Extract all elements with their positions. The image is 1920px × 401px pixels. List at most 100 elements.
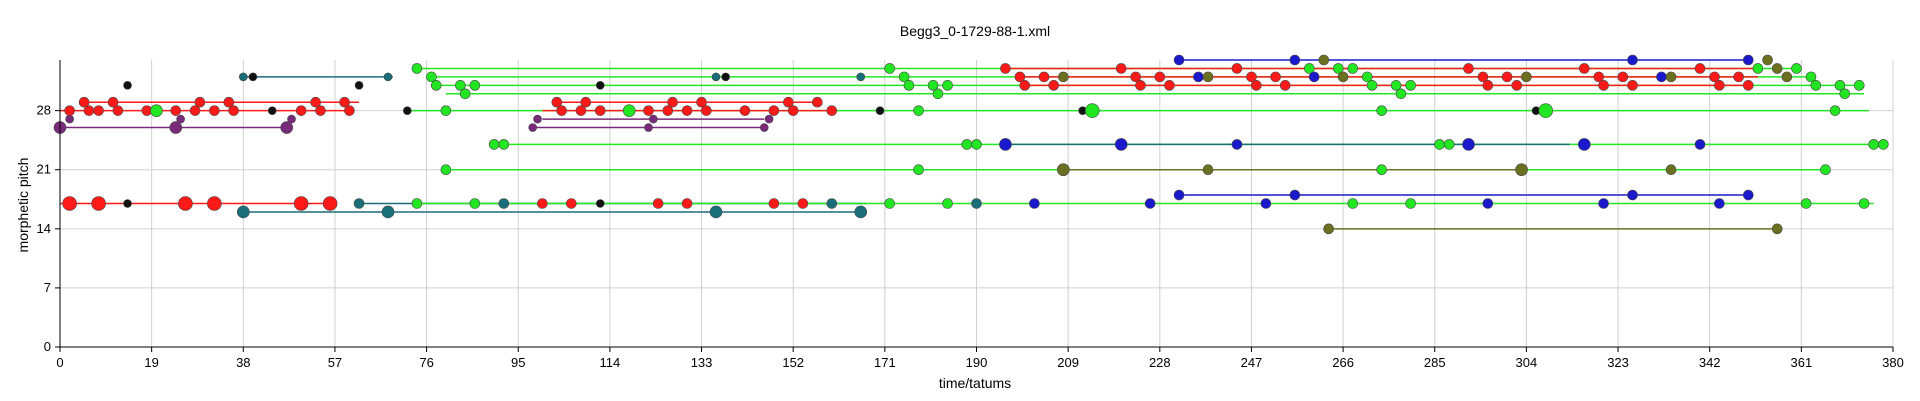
note-point-147	[1019, 80, 1031, 91]
note-point-70	[528, 123, 538, 132]
x-tick-label: 361	[1790, 355, 1812, 370]
note-point-128	[383, 72, 393, 82]
note-point-87	[295, 105, 307, 116]
note-point-196	[1752, 63, 1764, 74]
x-tick-label: 114	[600, 355, 621, 370]
note-point-35	[854, 205, 868, 219]
note-point-164	[1289, 54, 1301, 66]
note-point-132	[455, 80, 466, 91]
note-point-4	[207, 196, 222, 211]
note-point-56	[1231, 139, 1243, 150]
note-point-6	[322, 196, 338, 211]
note-point-185	[1617, 71, 1629, 83]
note-point-94	[594, 105, 606, 116]
chart-title: Begg3_0-1729-88-1.xml	[900, 23, 1050, 39]
y-tick-label: 0	[44, 339, 51, 354]
x-tick-label: 152	[782, 355, 804, 370]
note-point-116	[310, 96, 321, 108]
note-point-84	[209, 105, 220, 116]
note-point-198	[1771, 63, 1783, 74]
note-point-153	[1135, 80, 1146, 91]
note-point-205	[1853, 80, 1865, 91]
note-point-62	[1868, 139, 1880, 150]
note-point-186	[1627, 80, 1638, 91]
note-point-127	[248, 72, 258, 82]
note-point-72	[759, 123, 769, 132]
note-point-16	[768, 198, 780, 209]
note-point-25	[1347, 198, 1359, 209]
note-point-69	[287, 114, 296, 124]
note-point-92	[556, 105, 567, 116]
note-point-67	[65, 114, 74, 124]
note-point-162	[1270, 71, 1281, 83]
note-point-183	[1593, 71, 1605, 83]
note-point-108	[1376, 105, 1387, 116]
note-point-194	[1733, 71, 1744, 83]
note-point-166	[1308, 71, 1320, 83]
note-point-170	[1347, 63, 1359, 74]
note-point-191	[1709, 71, 1720, 83]
note-point-103	[826, 105, 838, 116]
axis-layer: 0 19 38 57 76 95 114 133 152 171 190 209 228 247 266 28…	[37, 60, 1904, 370]
note-point-140	[898, 71, 910, 83]
note-point-75	[764, 114, 774, 124]
note-point-195	[1742, 80, 1754, 91]
note-point-119	[580, 96, 592, 108]
note-point-142	[927, 80, 939, 91]
note-point-104	[875, 106, 885, 115]
note-point-189	[1665, 71, 1677, 83]
note-point-81	[150, 104, 163, 117]
x-tick-label: 228	[1149, 355, 1171, 370]
note-point-31	[1858, 198, 1870, 209]
note-point-155	[1164, 80, 1175, 91]
note-point-112	[78, 96, 90, 108]
y-tick-label: 7	[44, 280, 51, 295]
note-point-42	[440, 164, 452, 176]
x-tick-label: 57	[328, 355, 342, 370]
note-point-15	[681, 198, 693, 209]
note-point-12	[566, 198, 577, 209]
x-tick-label: 285	[1424, 355, 1446, 370]
note-point-90	[403, 106, 412, 115]
note-point-130	[426, 71, 437, 83]
note-point-100	[739, 105, 751, 116]
note-point-201	[1805, 71, 1817, 83]
note-point-29	[1714, 198, 1725, 209]
note-point-61	[1694, 139, 1706, 150]
note-point-135	[595, 81, 605, 90]
note-point-126	[239, 72, 248, 82]
note-point-202	[1810, 80, 1822, 91]
note-point-71	[644, 123, 653, 132]
note-point-79	[112, 105, 124, 116]
note-point-66	[280, 121, 294, 134]
note-point-168	[1332, 63, 1344, 74]
x-tick-label: 171	[874, 355, 896, 370]
note-point-124	[123, 81, 132, 90]
note-point-178	[1482, 80, 1494, 91]
note-point-54	[999, 138, 1012, 151]
note-point-148	[1038, 71, 1050, 83]
note-point-36	[1323, 223, 1334, 235]
note-point-19	[884, 198, 895, 209]
note-point-199	[1781, 71, 1793, 83]
x-tick-label: 380	[1882, 355, 1904, 370]
note-point-204	[1839, 88, 1851, 100]
note-point-43	[913, 164, 924, 176]
note-point-59	[1462, 138, 1475, 151]
note-point-157	[1193, 71, 1204, 83]
note-point-174	[1395, 88, 1407, 100]
note-point-22	[1029, 198, 1040, 209]
note-point-111	[1829, 105, 1841, 116]
note-point-48	[1665, 164, 1677, 176]
note-point-182	[1578, 63, 1590, 74]
x-tick-label: 0	[56, 355, 63, 370]
note-point-14	[652, 198, 664, 209]
note-point-88	[315, 105, 326, 116]
note-point-146	[1014, 71, 1026, 83]
note-point-83	[189, 105, 201, 116]
note-point-85	[228, 105, 239, 116]
note-point-8	[411, 198, 423, 209]
note-point-131	[430, 80, 442, 91]
x-tick-label: 19	[144, 355, 158, 370]
note-point-122	[783, 96, 794, 108]
